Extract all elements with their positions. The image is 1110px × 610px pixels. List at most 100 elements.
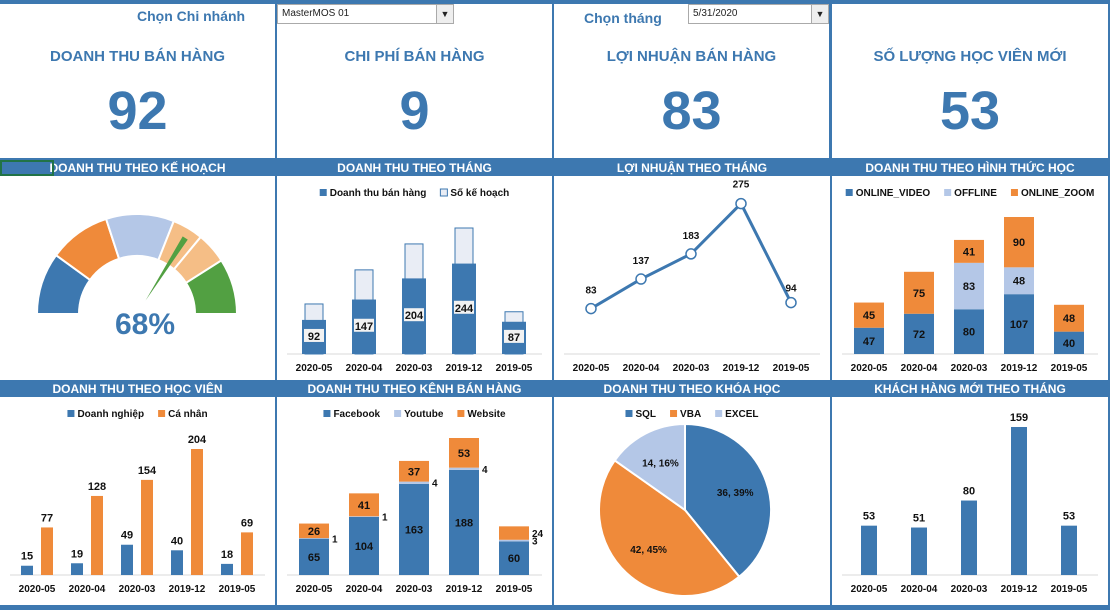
data-label: 94: [785, 284, 797, 295]
bar-segment: [399, 483, 429, 575]
kpi-value: 92: [107, 81, 168, 141]
x-tick-label: 2020-03: [396, 584, 433, 595]
kpi-value: 9: [399, 81, 430, 141]
kpi-title: DOANH THU BÁN HÀNG: [50, 48, 225, 65]
x-tick-label: 2019-05: [773, 363, 810, 374]
bar: [1061, 525, 1077, 575]
branch-value: MasterMOS 01: [282, 8, 350, 19]
bar-segment: [499, 541, 529, 575]
data-label: 51: [913, 513, 925, 525]
x-tick-label: 2020-05: [851, 584, 888, 595]
bar: [121, 544, 133, 575]
label-bg: [504, 329, 524, 343]
data-label: 47: [863, 336, 875, 348]
legend-swatch: [625, 410, 633, 417]
x-tick-label: 2020-03: [951, 363, 988, 374]
x-tick-label: 2020-04: [346, 363, 383, 374]
x-tick-label: 2019-12: [723, 363, 760, 374]
x-tick-label: 2019-05: [219, 584, 256, 595]
x-tick-label: 2020-03: [673, 363, 710, 374]
chart-student: Doanh nghiệp Cá nhân 2020-05 2020-04 2020-03…: [0, 397, 275, 605]
kpi-title: CHI PHÍ BÁN HÀNG: [344, 48, 485, 65]
x-tick-label: 2020-05: [296, 363, 333, 374]
chart-profit: 83 2020-05 137 2020-04 183 2020-03 275 2019-12 9…: [554, 176, 830, 380]
legend-swatch: [323, 410, 331, 417]
bar-segment: [499, 526, 529, 540]
data-label: 83: [585, 286, 597, 297]
chart-title: LỢI NHUẬN THEO THÁNG: [554, 160, 830, 176]
chart-course: SQL VBA EXCEL 36, 39% 42, 45% 14, 16%: [554, 397, 830, 605]
data-label: 77: [41, 512, 53, 524]
data-label: 49: [121, 530, 133, 542]
data-label: 69: [241, 517, 253, 529]
data-label: 1: [332, 534, 338, 545]
data-label: 42, 45%: [630, 545, 667, 556]
month-dropdown[interactable]: 5/31/2020 ▼: [688, 4, 829, 24]
legend-swatch: [319, 189, 327, 196]
pie-slice: [684, 422, 772, 579]
data-label: 90: [1013, 237, 1025, 249]
data-label: 60: [508, 553, 520, 565]
branch-dropdown[interactable]: MasterMOS 01 ▼: [277, 4, 454, 24]
legend-label: OFFLINE: [954, 188, 997, 199]
bar: [861, 525, 877, 575]
chevron-down-icon[interactable]: ▼: [811, 5, 828, 23]
kpi-value: 83: [661, 81, 722, 141]
kpi-profit-card: Chọn tháng 5/31/2020 ▼ LỢI NHUẬN BÁN HÀNG…: [554, 4, 829, 158]
data-label: 24: [532, 529, 544, 540]
chart-channel: Facebook Youtube Website 2020-05 2020-04 2020…: [277, 397, 552, 605]
legend-swatch: [457, 410, 465, 417]
data-label: 48: [1013, 276, 1025, 288]
kpi-cost-card: MasterMOS 01 ▼ CHI PHÍ BÁN HÀNG 9: [277, 4, 552, 158]
bar: [911, 527, 927, 575]
data-label: 65: [308, 552, 320, 564]
legend-label: Số kế hoạch: [450, 187, 509, 199]
label-bg: [304, 328, 324, 342]
legend-swatch: [439, 188, 448, 197]
gauge-band: [184, 259, 239, 315]
data-label: 53: [458, 448, 470, 460]
x-tick-label: 2019-05: [1051, 363, 1088, 374]
bar: [1011, 427, 1027, 575]
data-label: 37: [408, 466, 420, 478]
x-tick-label: 2020-04: [623, 363, 660, 374]
bar-segment: [1004, 217, 1034, 268]
legend-swatch: [715, 410, 723, 417]
data-label: 83: [963, 281, 975, 293]
x-tick-label: 2019-05: [496, 584, 533, 595]
bar-segment: [449, 467, 479, 470]
legend-label: Facebook: [333, 409, 380, 420]
selected-cell[interactable]: [0, 160, 54, 176]
legend-label: Cá nhân: [168, 409, 207, 420]
data-label: 53: [1063, 511, 1075, 523]
legend-swatch: [1010, 189, 1018, 196]
bar: [961, 500, 977, 575]
bar-segment: [399, 481, 429, 484]
bar: [91, 495, 103, 575]
chevron-down-icon[interactable]: ▼: [436, 5, 453, 23]
data-label: 128: [88, 481, 106, 493]
bar-segment: [954, 239, 984, 263]
x-tick-label: 2020-04: [901, 363, 938, 374]
kpi-title: SỐ LƯỢNG HỌC VIÊN MỚI: [873, 48, 1067, 65]
x-tick-label: 2020-05: [19, 584, 56, 595]
chart-title: DOANH THU THEO KHÓA HỌC: [554, 381, 830, 397]
data-label: 36, 39%: [717, 488, 754, 499]
data-label: 18: [221, 549, 233, 561]
chart-monthly: Doanh thu bán hàng Số kế hoạch 2020-05 2020…: [277, 176, 552, 380]
bar-segment: [499, 539, 529, 542]
bar-segment: [854, 302, 884, 328]
data-label: 92: [308, 331, 320, 343]
chart-title: DOANH THU THEO HỌC VIÊN: [0, 381, 275, 397]
data-label: 4: [482, 465, 488, 476]
kpi-value: 53: [939, 81, 1001, 141]
legend-swatch: [670, 410, 678, 417]
data-label: 163: [405, 524, 423, 536]
data-label: 48: [1063, 313, 1075, 325]
data-label: 159: [1010, 412, 1028, 424]
bar-segment: [1054, 331, 1084, 354]
bar-segment: [854, 327, 884, 354]
bar-segment: [299, 538, 329, 575]
pie-slice: [613, 422, 686, 512]
legend-swatch: [845, 189, 853, 196]
